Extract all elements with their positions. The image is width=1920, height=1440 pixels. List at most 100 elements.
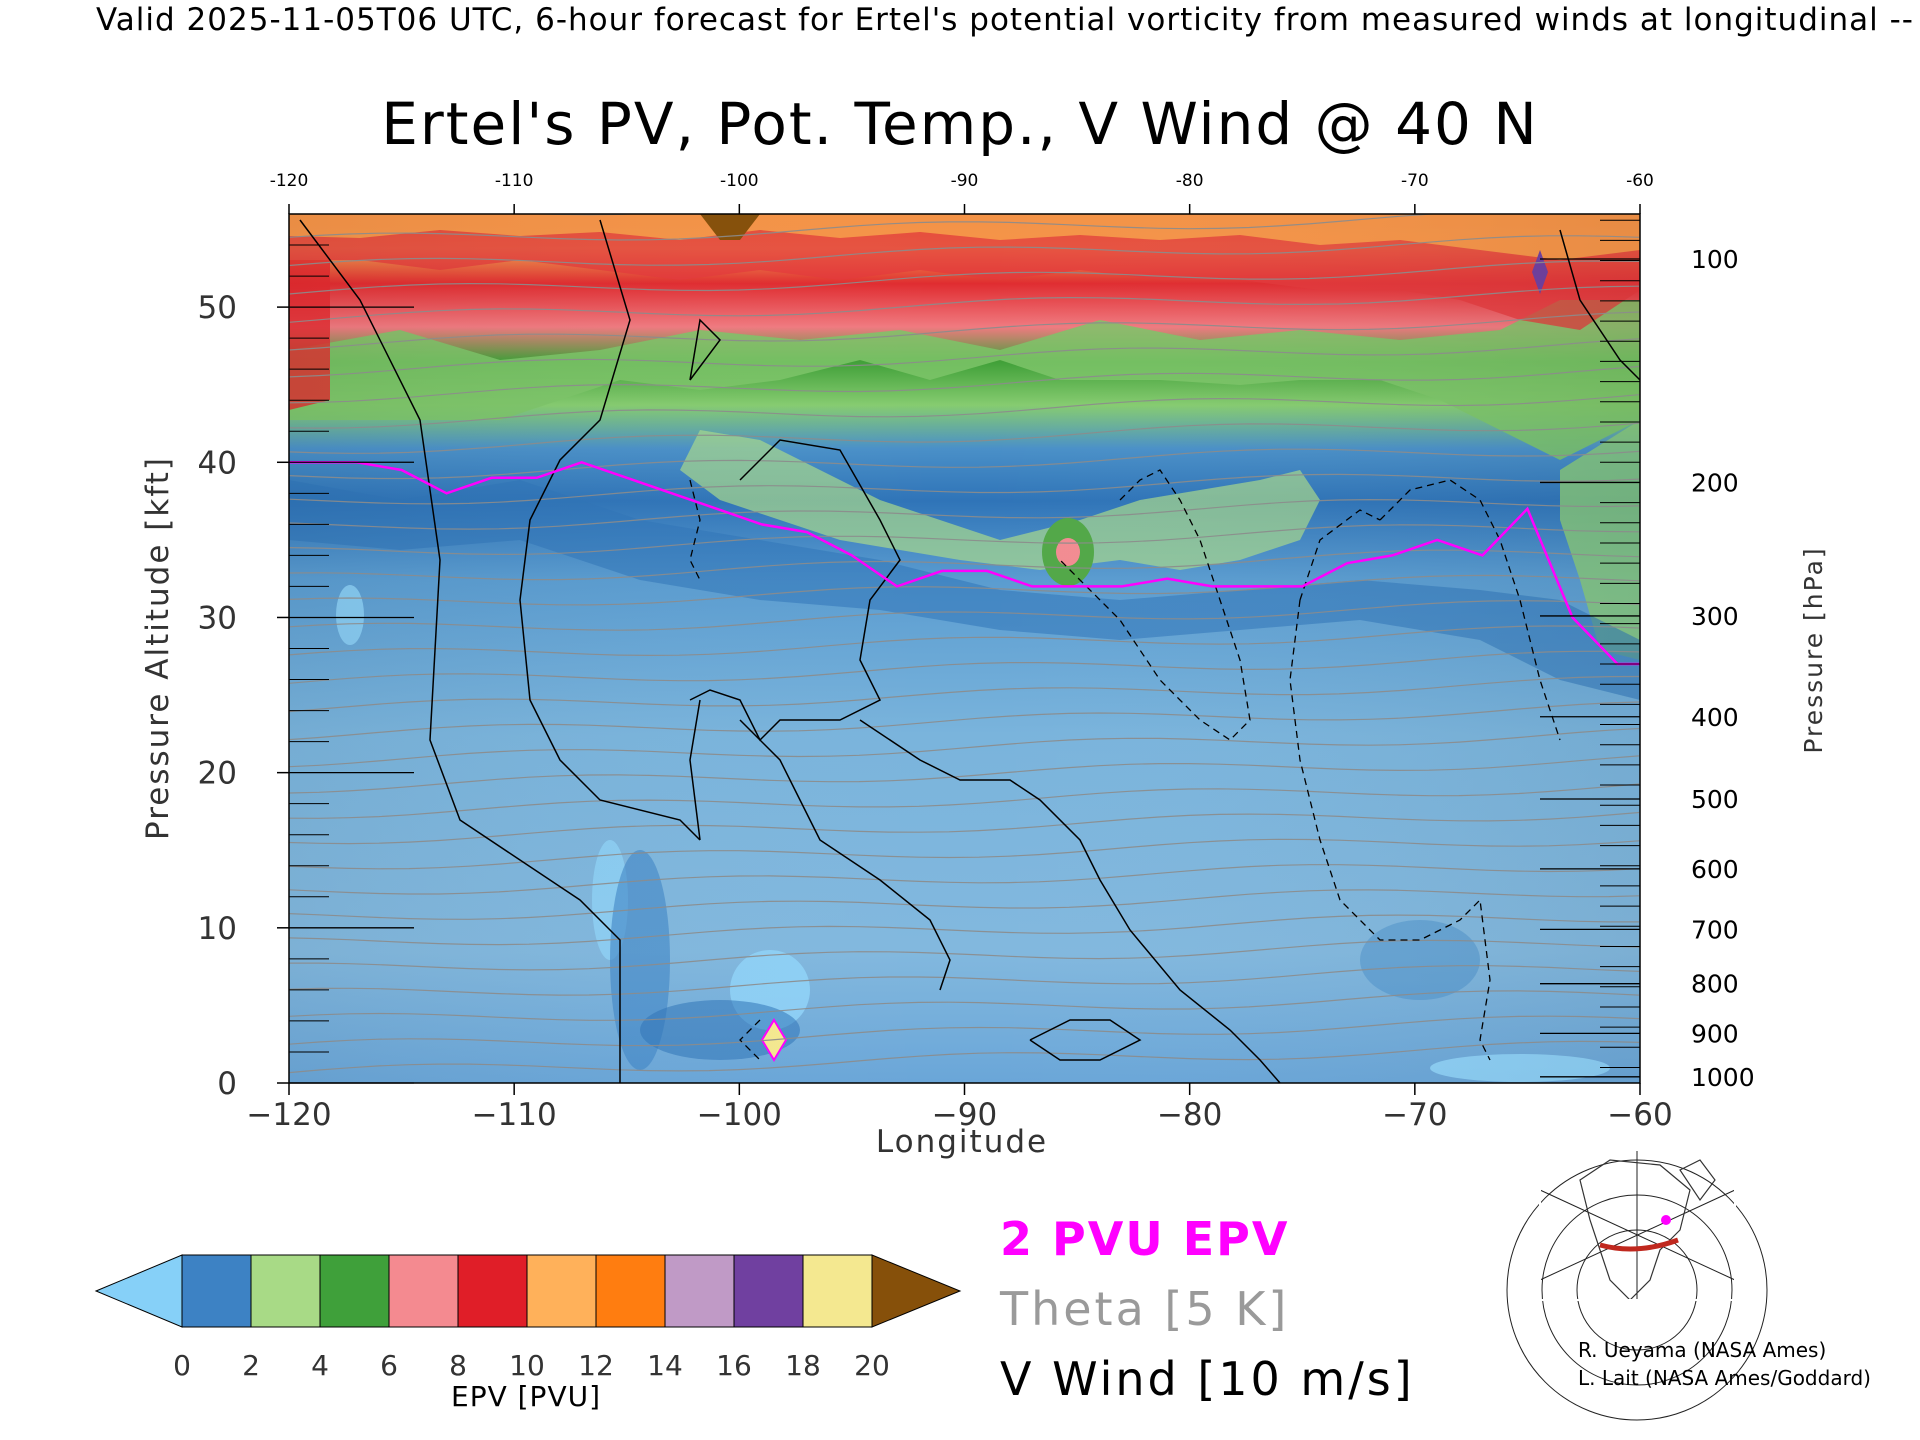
x-axis-ticks: −120 −110 −100 −90 −80 −70 −60: [246, 1083, 1673, 1133]
x-tick-label: −110: [472, 1097, 557, 1133]
colorbar-ticks: 0 2 4 6 8 10 12 14 16 18 20: [173, 1349, 890, 1382]
epv-field: [289, 214, 1640, 1083]
legend-vwind: V Wind [10 m/s]: [1000, 1352, 1415, 1406]
theta-contour: [289, 549, 1640, 581]
theta-contour: [289, 524, 1640, 556]
theta-contour: [289, 473, 1640, 505]
colorbar-segment: [388, 1254, 459, 1328]
x-tick-label: −100: [697, 1097, 782, 1133]
theta-contour: [289, 990, 1640, 1021]
colorbar-segment: [733, 1254, 804, 1328]
theta-contour: [289, 498, 1640, 530]
colorbar-tick-label: 12: [578, 1349, 614, 1382]
theta-contour: [289, 755, 1640, 794]
colorbar-max-arrow: [871, 1254, 962, 1328]
pressure-tick-label: 400: [1691, 703, 1739, 732]
colorbar-segment: [802, 1254, 873, 1328]
pressure-tick-label: 700: [1691, 915, 1739, 944]
colorbar-segment: [526, 1254, 597, 1328]
theta-contour: [289, 914, 1639, 946]
y-tick-label: 0: [217, 1066, 237, 1102]
theta-contour: [289, 600, 1640, 631]
pressure-tick-label: 300: [1691, 602, 1739, 631]
colorbar-segment: [319, 1254, 390, 1328]
pressure-tick-label: 1000: [1691, 1063, 1755, 1092]
theta-contour: [289, 727, 1640, 768]
theta-contour: [289, 285, 1640, 323]
theta-contour: [289, 365, 1640, 404]
colorbar-segment: [457, 1254, 528, 1328]
theta-contour: [289, 448, 1640, 480]
colorbar-tick-label: 6: [380, 1349, 398, 1382]
header-caption: Valid 2025-11-05T06 UTC, 6-hour forecast…: [96, 2, 1920, 38]
colorbar: [94, 1254, 962, 1328]
colorbar-tick-label: 14: [647, 1349, 683, 1382]
x-tick-label: −90: [932, 1097, 997, 1133]
y-axis-label-left: Pressure Altitude [kft]: [140, 456, 176, 840]
chart-title: Ertel's PV, Pot. Temp., V Wind @ 40 N: [381, 90, 1539, 158]
x-tick-label: −120: [246, 1097, 331, 1133]
colorbar-segment: [250, 1254, 321, 1328]
theta-contour: [289, 675, 1640, 713]
theta-contour: [289, 1015, 1640, 1047]
vwind-contours-negative: [689, 469, 1561, 1061]
y-tick-label: 20: [198, 756, 237, 792]
pv-2pvu-contour: [289, 460, 1640, 666]
pressure-tick-label: 500: [1691, 785, 1739, 814]
theta-contour: [289, 625, 1640, 657]
x-tick-label: −80: [1157, 1097, 1222, 1133]
x-tick-label: −60: [1607, 1097, 1672, 1133]
x-top-tick-label: -100: [720, 171, 759, 191]
y-axis-ticks: 0 10 20 30 40 50: [198, 244, 414, 1102]
credit-line-1: R. Ueyama (NASA Ames): [1578, 1338, 1827, 1362]
colorbar-segment: [595, 1254, 666, 1328]
colorbar-tick-label: 10: [509, 1349, 545, 1382]
pressure-tick-label: 600: [1691, 855, 1739, 884]
colorbar-segment: [664, 1254, 735, 1328]
colorbar-tick-label: 20: [854, 1349, 890, 1382]
legend-pv: 2 PVU EPV: [1000, 1212, 1290, 1266]
pressure-tick-label: 900: [1691, 1019, 1739, 1048]
theta-contour: [289, 394, 1640, 429]
theta-contour: [289, 864, 1640, 895]
theta-contour: [289, 838, 1640, 870]
pressure-axis-ticks: 100 200 300 400 500 600 700 800 900 1000: [1540, 219, 1755, 1092]
pressure-tick-label: 100: [1691, 245, 1739, 274]
colorbar-segment: [181, 1254, 252, 1328]
theta-contour: [289, 965, 1640, 996]
theta-contour: [289, 650, 1640, 684]
y-axis-label-right: Pressure [hPa]: [1799, 546, 1828, 753]
x-tick-label: −70: [1382, 1097, 1447, 1133]
x-top-tick-label: -70: [1401, 171, 1429, 191]
y-tick-label: 30: [198, 600, 237, 636]
theta-contour: [289, 701, 1640, 741]
x-axis-top-ticks: -120 -110 -100 -90 -80 -70 -60: [270, 171, 1654, 214]
theta-contour: [289, 422, 1640, 454]
theta-contour: [289, 889, 1640, 920]
x-top-tick-label: -110: [495, 171, 534, 191]
theta-contour: [289, 260, 1640, 295]
theta-contour: [289, 1040, 1640, 1074]
theta-contour: [289, 811, 1640, 845]
colorbar-tick-label: 18: [785, 1349, 821, 1382]
colorbar-tick-label: 8: [449, 1349, 467, 1382]
x-top-tick-label: -120: [270, 171, 309, 191]
colorbar-tick-label: 4: [311, 1349, 329, 1382]
pv-2pvu-line: [289, 460, 1640, 666]
y-tick-label: 50: [198, 290, 237, 326]
theta-contour: [289, 783, 1640, 819]
colorbar-label: EPV [PVU]: [451, 1380, 602, 1413]
theta-contours: [289, 214, 1640, 1074]
y-tick-label: 40: [198, 445, 237, 481]
theta-contour: [289, 574, 1640, 606]
x-top-tick-label: -90: [951, 171, 979, 191]
pressure-tick-label: 200: [1691, 468, 1739, 497]
y-tick-label: 10: [198, 911, 237, 947]
vwind-contours: [299, 219, 1640, 1083]
colorbar-tick-label: 0: [173, 1349, 191, 1382]
inset-map: [1506, 1149, 1768, 1421]
theta-contour: [289, 311, 1640, 351]
theta-contour: [289, 235, 1640, 267]
